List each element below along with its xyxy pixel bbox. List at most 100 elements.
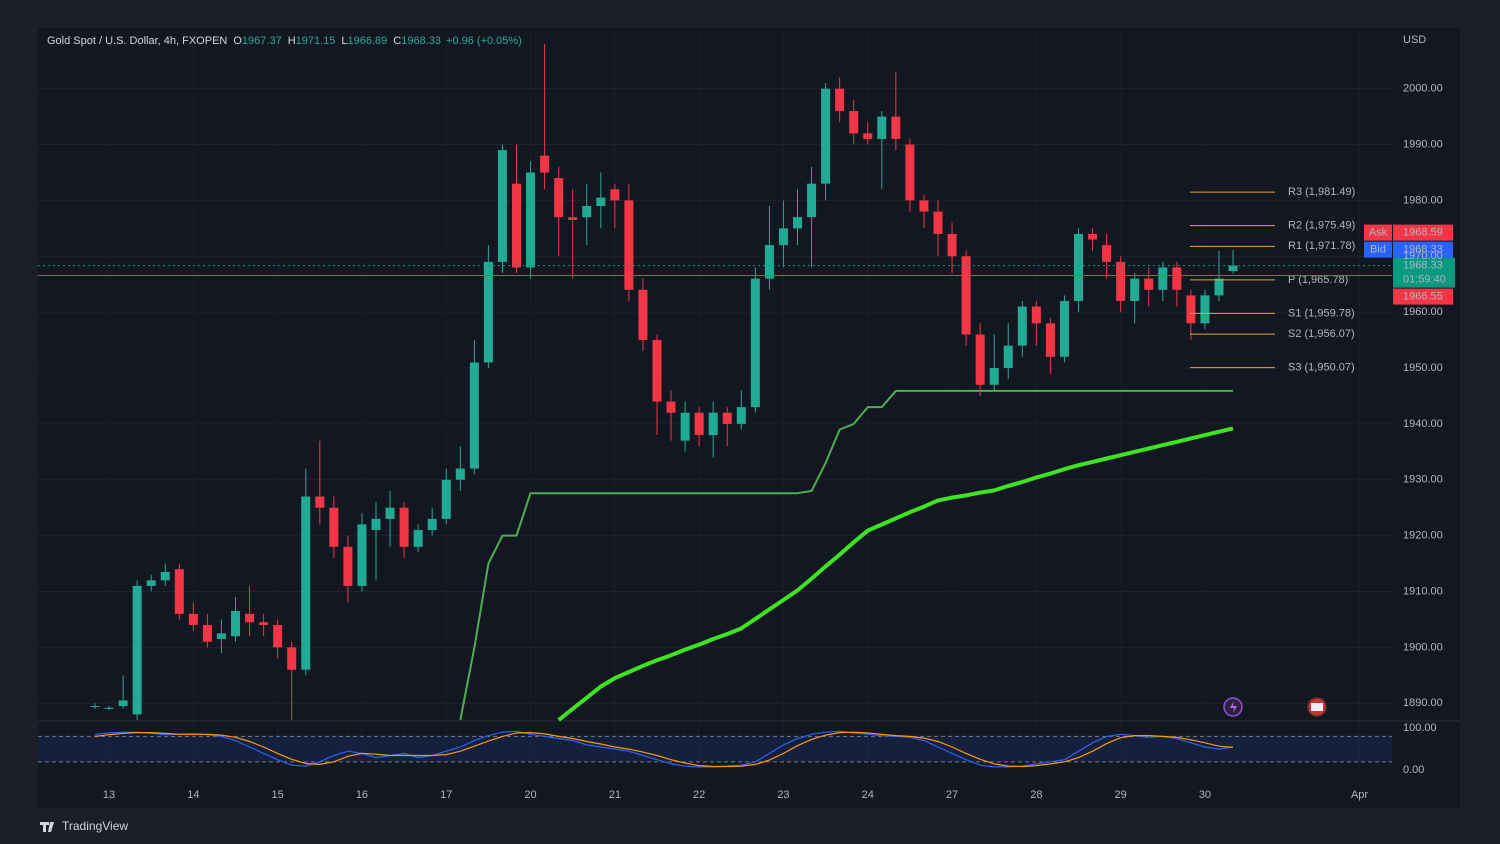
candle-body [1228,265,1238,271]
candle-body [385,507,395,519]
candle-body [287,647,297,670]
ohlc-label: C [393,35,401,47]
candle-body [455,468,465,480]
candle-body [863,133,873,139]
candle-body [301,496,311,670]
ohlc-value: 1968.33 [401,35,441,47]
candle-body [891,116,901,139]
overlay-line [459,389,1233,721]
candle-body [174,569,184,614]
candle-body [413,530,423,547]
candle-body [652,340,662,402]
brand-logo [40,822,54,832]
x-tick-label: 16 [356,789,368,801]
candle-body [554,178,564,218]
osc-line [94,730,1234,768]
candle-body [427,518,437,531]
candles [90,43,1238,720]
pivot-label: R2 (1,975.49) [1288,220,1355,232]
axes: 1890.00 1900.00 1910.00 1920.00 1930.00 1940.… [103,83,1443,801]
y-tick-label: 1920.00 [1403,530,1443,542]
x-tick-label: 15 [272,789,284,801]
candle-body [441,479,451,519]
x-tick-label: 17 [440,789,452,801]
candle-body [582,205,592,218]
candle-body [399,507,409,547]
candle-body [933,211,943,234]
x-tick-label: 20 [524,789,536,801]
candle-body [202,625,212,642]
tag-name: Ask [1369,227,1388,239]
tag-value: 1968.59 [1403,227,1443,239]
pivot-label: S2 (1,956.07) [1288,328,1355,340]
candle-body [1186,295,1196,324]
tag-value: 1968.33 [1403,244,1443,256]
x-tick-label: 23 [777,789,789,801]
pivot-label: S3 (1,950.07) [1288,362,1355,374]
candle-body [526,172,536,268]
x-tick-label: 21 [609,789,621,801]
candle-body [989,368,999,385]
candle-body [483,261,493,363]
y-tick-label: 1900.00 [1403,641,1443,653]
candle-body [231,611,240,637]
candle-body [273,625,283,648]
ohlc-label: H [288,35,296,47]
oscillator: 100.00 0.00 [38,720,1460,776]
band [38,736,1392,762]
candle-body [104,707,114,709]
candle-body [905,144,915,201]
ohlc-value: 1967.37 [242,35,282,47]
y-tick-label: 2000.00 [1403,83,1443,95]
candle-body [1214,278,1224,296]
x-tick-label: 22 [693,789,705,801]
candle-body [469,362,479,469]
x-tick-label: 24 [862,789,874,801]
x-tick-label: 27 [946,789,958,801]
candle-body [1200,295,1210,324]
candle-body [371,518,381,531]
candle-body [1158,267,1168,290]
candle-body [497,150,507,262]
y-tick-label: 1890.00 [1403,697,1443,709]
candle-body [357,524,367,586]
x-tick-label: 14 [187,789,199,801]
candle-body [1130,278,1140,301]
candle-body [216,633,226,639]
candle-body [540,155,550,173]
ohlc-label: L [341,35,347,47]
y-tick-label: 1960.00 [1403,306,1443,318]
candle-body [1088,233,1098,240]
pivot-label: P (1,965.78) [1288,274,1348,286]
y-tick-label: 1950.00 [1403,362,1443,374]
candle-body [245,613,255,623]
osc-line [94,731,1234,768]
y-tick-label: 1980.00 [1403,194,1443,206]
grid [38,30,1392,770]
candle-body [680,412,690,441]
change: +0.96 (+0.05%) [446,35,522,47]
candle-body [722,412,732,424]
candle-body [1074,233,1083,301]
y-tick-label: 1940.00 [1403,418,1443,430]
x-tick-label: 13 [103,789,115,801]
ohlc-value: 1966.89 [348,35,388,47]
candle-body [132,585,142,715]
countdown: 01:59:40 [1403,274,1446,286]
osc-tick-label: 100.00 [1403,722,1437,734]
candle-body [764,245,774,279]
overlay-line [557,426,1234,722]
candle-body [1102,245,1112,262]
candle-body [315,496,325,508]
candle-body [596,197,606,206]
candle-body [1144,278,1154,290]
x-tick-label: Apr [1351,789,1368,801]
candle-body [975,334,985,385]
ohlc-value: 1971.15 [296,35,336,47]
candle-body [849,111,859,134]
chart-panel [38,28,1460,808]
candle-body [778,228,788,246]
candle-body [807,183,817,218]
candle-body [793,217,802,229]
